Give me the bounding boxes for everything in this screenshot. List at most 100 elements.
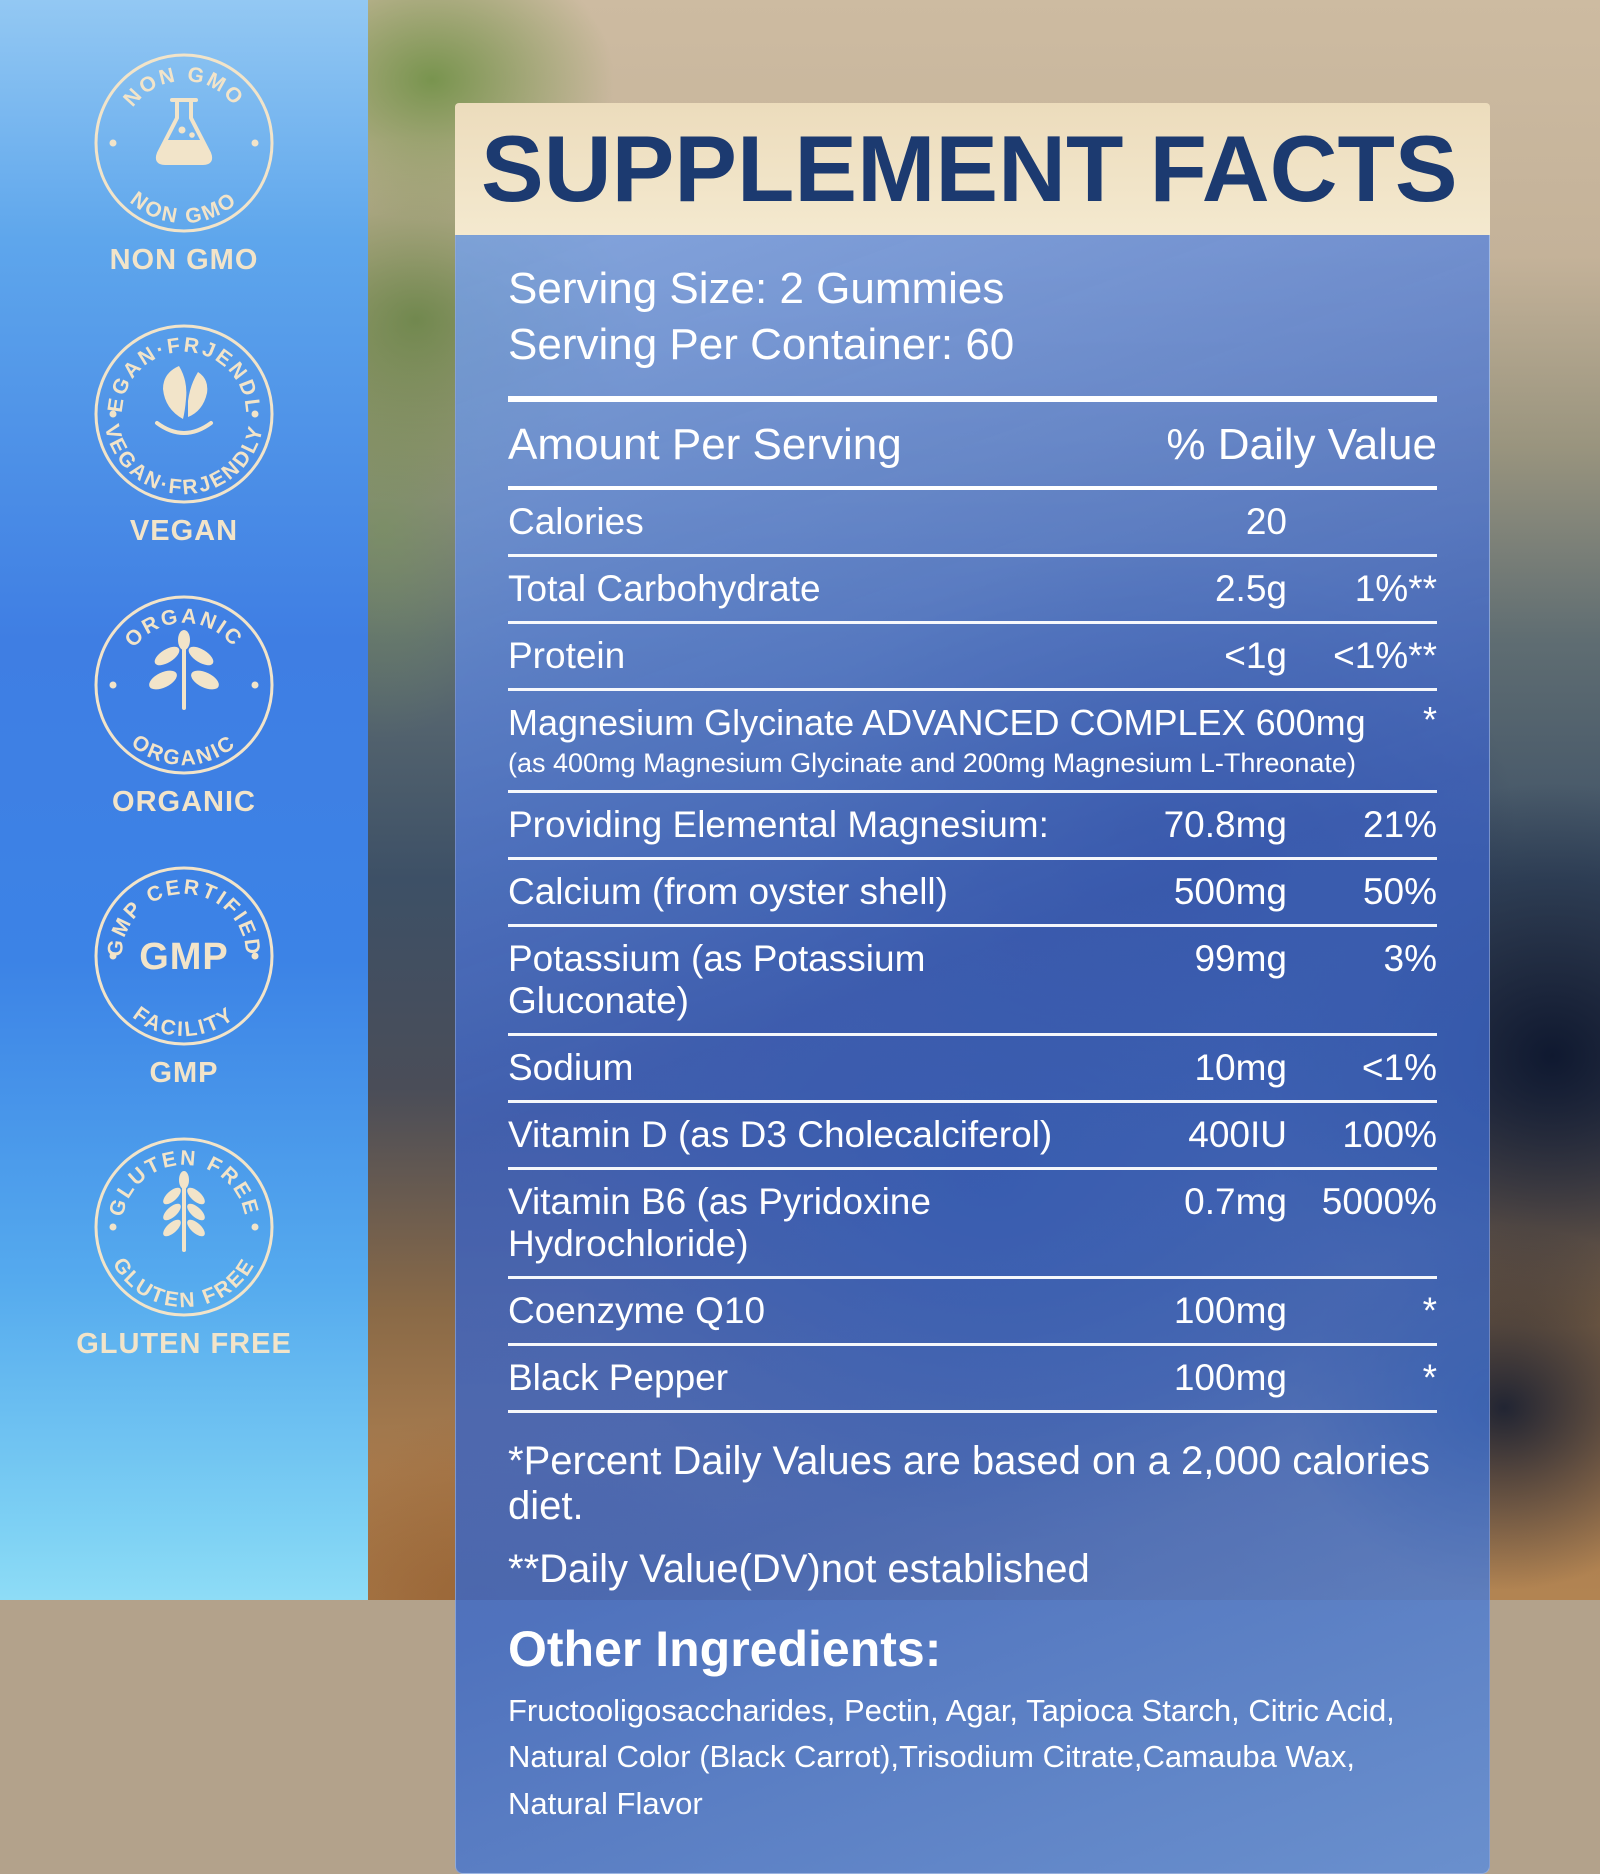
table-row-vitamin-b6: Vitamin B6 (as Pyridoxine Hydrochloride)… [508,1170,1437,1279]
table-row-coenzyme-q10: Coenzyme Q10 100mg * [508,1279,1437,1346]
table-row-magnesium-complex: Magnesium Glycinate ADVANCED COMPLEX 600… [508,691,1437,793]
row-name: Providing Elemental Magnesium: [508,803,1049,845]
row-amount: 500mg [1173,870,1287,912]
badge-label: ORGANIC [112,786,256,818]
svg-text:NON GMO: NON GMO [119,63,249,111]
badge-gluten-free: GLUTEN FREE GLUTEN FREE GLUTEN FREE [76,1132,292,1361]
table-row-protein: Protein <1g <1%** [508,624,1437,691]
badge-label: NON GMO [109,244,259,276]
badge-label: VEGAN [129,515,239,547]
divider-medium [508,485,1437,490]
svg-text:GLUTEN FREE: GLUTEN FREE [108,1254,260,1313]
gluten-free-badge-graphic: GLUTEN FREE GLUTEN FREE [94,1137,274,1317]
row-amount: 400IU [1188,1113,1287,1155]
row-dv: * [1422,1289,1437,1331]
separator-dot [109,410,117,418]
organic-badge-graphic: ORGANIC ORGANIC [94,595,274,775]
footnote-daily-values: *Percent Daily Values are based on a 2,0… [508,1438,1431,1528]
row-amount: 2.5g [1214,567,1287,609]
table-row-calories: Calories 20 [508,490,1437,557]
row-amount: 70.8mg [1163,803,1287,845]
row-dv: 1%** [1354,567,1437,609]
row-name: Calcium (from oyster shell) [508,870,948,912]
table-row-carbohydrate: Total Carbohydrate 2.5g 1%** [508,557,1437,624]
separator-dot [251,139,259,147]
other-ingredients-title: Other Ingredients: [508,1620,942,1677]
row-name: Coenzyme Q10 [508,1289,766,1331]
row-amount: 10mg [1194,1046,1287,1088]
badge-arc-top: NON GMO [119,63,246,111]
serving-size: Serving Size: 2 Gummies [508,264,1005,313]
row-amount: <1g [1224,634,1287,676]
row-dv: 50% [1362,870,1437,912]
row-name: Vitamin D (as D3 Cholecalciferol) [508,1113,1053,1155]
row-name: Vitamin B6 (as Pyridoxine Hydrochloride) [508,1180,931,1264]
plant-icon [149,630,219,710]
table-row-sodium: Sodium 10mg <1% [508,1036,1437,1103]
header-daily-value: % Daily Value [1166,419,1437,469]
table-row-elemental-magnesium: Providing Elemental Magnesium: 70.8mg 21… [508,793,1437,860]
table-row-potassium: Potassium (as Potassium Gluconate) 99mg … [508,927,1437,1036]
panel-body: Serving Size: 2 Gummies Serving Per Cont… [455,235,1490,1874]
footnotes: *Percent Daily Values are based on a 2,0… [508,1439,1437,1592]
footnote-dv-not-established: **Daily Value(DV)not established [508,1546,1090,1591]
badge-label: GLUTEN FREE [76,1328,292,1360]
certification-badges: NON GMO NON GMO NON GMO VEGAN·FRJENDLY V… [0,0,368,1600]
row-dv: 3% [1383,937,1437,979]
separator-dot [109,952,117,960]
panel-title-band: SUPPLEMENT FACTS [455,103,1490,235]
row-dv: * [1422,698,1437,740]
row-amount: 99mg [1194,937,1287,979]
separator-dot [251,1223,259,1231]
row-dv: 100% [1342,1113,1437,1155]
wheat-icon [163,1171,205,1252]
gmp-badge-graphic: GMP CERTIFIED FACILITY GMP [94,866,274,1046]
non-gmo-badge-graphic: NON GMO NON GMO [94,53,274,233]
table-row-black-pepper: Black Pepper 100mg * [508,1346,1437,1413]
row-amount: 0.7mg [1184,1180,1287,1222]
other-ingredients-list: Fructooligosaccharides, Pectin, Agar, Ta… [508,1692,1395,1821]
table-header: Amount Per Serving % Daily Value [508,402,1437,486]
row-dv: 5000% [1321,1180,1437,1222]
badge-non-gmo: NON GMO NON GMO NON GMO [89,48,279,277]
vegan-badge-graphic: VEGAN·FRJENDLY VEGAN·FRJENDLY [89,319,274,504]
row-amount: 100mg [1173,1356,1287,1398]
badge-organic: ORGANIC ORGANIC ORGANIC [89,590,279,819]
separator-dot [109,139,117,147]
separator-dot [251,410,259,418]
servings-per-container: Serving Per Container: 60 [508,320,1015,370]
badge-arc-bottom: GLUTEN FREE [108,1254,257,1313]
badge-vegan: VEGAN·FRJENDLY VEGAN·FRJENDLY VEGAN [89,319,279,548]
row-name: Protein [508,634,626,676]
header-amount-per-serving: Amount Per Serving [508,419,902,469]
row-name: Magnesium Glycinate ADVANCED COMPLEX 600… [508,701,1366,743]
separator-dot [251,681,259,689]
leaf-icon [155,366,213,435]
row-amount: 20 [1245,500,1287,542]
row-name: Black Pepper [508,1356,729,1398]
row-amount: 100mg [1173,1289,1287,1331]
serving-info: Serving Size: 2 Gummies Serving Per Cont… [508,261,1437,374]
row-name: Total Carbohydrate [508,567,821,609]
left-blue-strip [0,0,368,1600]
supplement-facts-panel: SUPPLEMENT FACTS Serving Size: 2 Gummies… [455,103,1490,1874]
row-dv: 21% [1362,803,1437,845]
badge-label: GMP [149,1057,219,1089]
separator-dot [109,1223,117,1231]
row-name: Calories [508,500,644,542]
flask-icon [155,98,213,165]
table-row-calcium: Calcium (from oyster shell) 500mg 50% [508,860,1437,927]
page-title: SUPPLEMENT FACTS [481,116,1458,221]
row-subtext: (as 400mg Magnesium Glycinate and 200mg … [508,747,1356,778]
row-name: Sodium [508,1046,634,1088]
separator-dot [109,681,117,689]
badge-gmp: GMP CERTIFIED FACILITY GMP GMP [89,861,279,1090]
divider-thick [508,395,1437,402]
row-dv: * [1422,1356,1437,1398]
row-name: Potassium (as Potassium Gluconate) [508,937,926,1021]
table-row-vitamin-d: Vitamin D (as D3 Cholecalciferol) 400IU … [508,1103,1437,1170]
separator-dot [251,952,259,960]
row-dv: <1%** [1333,634,1437,676]
row-dv: <1% [1361,1046,1437,1088]
gmp-text-icon: GMP [139,936,229,978]
